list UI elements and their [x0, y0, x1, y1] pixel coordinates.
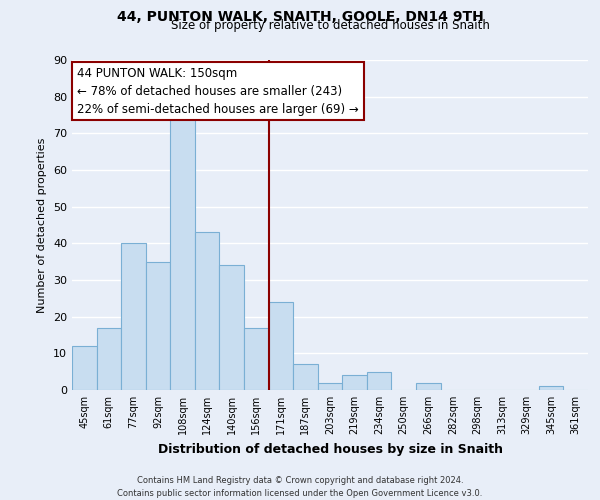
Bar: [244, 328, 269, 390]
Bar: [121, 244, 146, 390]
Bar: [220, 266, 244, 390]
Bar: [539, 386, 563, 390]
Bar: [269, 302, 293, 390]
Bar: [367, 372, 391, 390]
Bar: [293, 364, 318, 390]
Y-axis label: Number of detached properties: Number of detached properties: [37, 138, 47, 312]
Title: Size of property relative to detached houses in Snaith: Size of property relative to detached ho…: [170, 20, 490, 32]
Bar: [318, 382, 342, 390]
Bar: [342, 376, 367, 390]
Bar: [72, 346, 97, 390]
Text: 44 PUNTON WALK: 150sqm
← 78% of detached houses are smaller (243)
22% of semi-de: 44 PUNTON WALK: 150sqm ← 78% of detached…: [77, 66, 359, 116]
Bar: [97, 328, 121, 390]
Bar: [416, 382, 440, 390]
Text: 44, PUNTON WALK, SNAITH, GOOLE, DN14 9TH: 44, PUNTON WALK, SNAITH, GOOLE, DN14 9TH: [116, 10, 484, 24]
Bar: [146, 262, 170, 390]
X-axis label: Distribution of detached houses by size in Snaith: Distribution of detached houses by size …: [157, 442, 503, 456]
Bar: [170, 118, 195, 390]
Text: Contains HM Land Registry data © Crown copyright and database right 2024.
Contai: Contains HM Land Registry data © Crown c…: [118, 476, 482, 498]
Bar: [195, 232, 220, 390]
